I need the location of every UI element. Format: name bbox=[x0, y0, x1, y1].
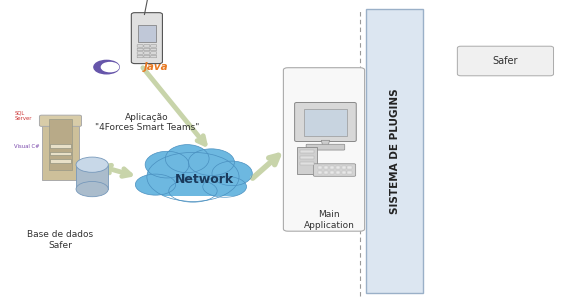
FancyBboxPatch shape bbox=[151, 45, 157, 47]
FancyBboxPatch shape bbox=[283, 68, 365, 231]
FancyBboxPatch shape bbox=[294, 102, 356, 142]
Circle shape bbox=[94, 60, 119, 74]
FancyBboxPatch shape bbox=[313, 164, 355, 176]
FancyBboxPatch shape bbox=[144, 55, 150, 58]
Ellipse shape bbox=[188, 149, 234, 175]
FancyBboxPatch shape bbox=[151, 52, 157, 54]
FancyBboxPatch shape bbox=[144, 45, 150, 47]
FancyBboxPatch shape bbox=[336, 171, 340, 174]
Ellipse shape bbox=[145, 151, 189, 178]
FancyBboxPatch shape bbox=[144, 52, 150, 54]
FancyBboxPatch shape bbox=[329, 171, 334, 174]
Text: Aplicação
"4Forces Smart Teams": Aplicação "4Forces Smart Teams" bbox=[94, 113, 199, 132]
Text: SQL
Server: SQL Server bbox=[14, 111, 32, 121]
FancyBboxPatch shape bbox=[366, 9, 423, 293]
FancyBboxPatch shape bbox=[347, 166, 352, 169]
Ellipse shape bbox=[76, 181, 108, 197]
Ellipse shape bbox=[169, 180, 217, 202]
FancyBboxPatch shape bbox=[131, 13, 162, 64]
Circle shape bbox=[101, 63, 119, 72]
FancyBboxPatch shape bbox=[304, 109, 347, 136]
FancyBboxPatch shape bbox=[137, 45, 143, 47]
FancyBboxPatch shape bbox=[144, 48, 150, 51]
Text: Main
Application: Main Application bbox=[304, 210, 354, 230]
FancyBboxPatch shape bbox=[306, 144, 344, 150]
Polygon shape bbox=[321, 140, 329, 146]
Ellipse shape bbox=[147, 152, 239, 202]
FancyBboxPatch shape bbox=[300, 150, 314, 152]
Ellipse shape bbox=[76, 157, 108, 172]
FancyBboxPatch shape bbox=[324, 171, 328, 174]
FancyBboxPatch shape bbox=[151, 48, 157, 51]
Text: Base de dados
Safer: Base de dados Safer bbox=[28, 230, 93, 250]
FancyBboxPatch shape bbox=[324, 166, 328, 169]
Text: Visual C#: Visual C# bbox=[14, 144, 40, 149]
FancyBboxPatch shape bbox=[457, 46, 554, 76]
FancyBboxPatch shape bbox=[347, 171, 352, 174]
Text: Safer: Safer bbox=[492, 56, 518, 66]
Polygon shape bbox=[76, 165, 108, 189]
FancyBboxPatch shape bbox=[300, 162, 314, 165]
FancyBboxPatch shape bbox=[318, 171, 323, 174]
FancyBboxPatch shape bbox=[137, 52, 143, 54]
FancyBboxPatch shape bbox=[41, 117, 79, 180]
FancyBboxPatch shape bbox=[151, 55, 157, 58]
FancyBboxPatch shape bbox=[137, 48, 143, 51]
FancyBboxPatch shape bbox=[49, 119, 71, 170]
FancyBboxPatch shape bbox=[137, 55, 143, 58]
Ellipse shape bbox=[203, 176, 247, 197]
Ellipse shape bbox=[212, 161, 252, 186]
FancyBboxPatch shape bbox=[342, 166, 346, 169]
Text: Network: Network bbox=[175, 174, 234, 186]
Text: SISTEMA DE PLUGINS: SISTEMA DE PLUGINS bbox=[389, 88, 400, 214]
Ellipse shape bbox=[135, 174, 176, 195]
FancyBboxPatch shape bbox=[138, 25, 156, 42]
FancyBboxPatch shape bbox=[300, 156, 314, 159]
FancyBboxPatch shape bbox=[336, 166, 340, 169]
FancyBboxPatch shape bbox=[342, 171, 346, 174]
FancyBboxPatch shape bbox=[50, 144, 71, 148]
FancyBboxPatch shape bbox=[130, 196, 256, 305]
Ellipse shape bbox=[165, 145, 209, 173]
FancyBboxPatch shape bbox=[50, 152, 71, 156]
FancyBboxPatch shape bbox=[318, 166, 323, 169]
FancyBboxPatch shape bbox=[297, 147, 317, 174]
FancyBboxPatch shape bbox=[50, 159, 71, 163]
FancyBboxPatch shape bbox=[329, 166, 334, 169]
FancyBboxPatch shape bbox=[39, 115, 82, 126]
Text: Java: Java bbox=[144, 62, 169, 72]
